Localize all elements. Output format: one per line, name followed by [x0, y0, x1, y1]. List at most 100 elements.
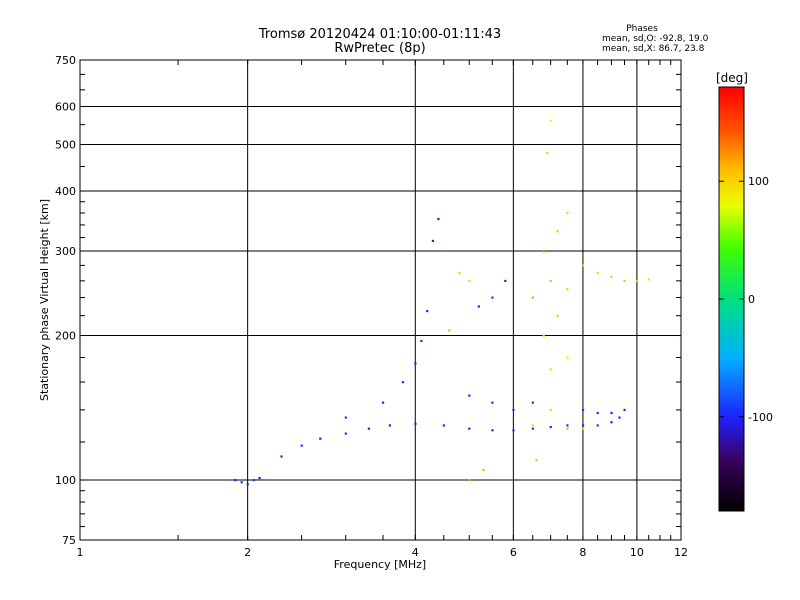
- x-tick-label: 6: [510, 546, 517, 559]
- data-point-o: [240, 481, 243, 484]
- data-point-x: [610, 275, 613, 279]
- data-point-o: [596, 411, 599, 415]
- data-point-x: [623, 279, 626, 283]
- data-point-o: [437, 217, 440, 221]
- data-point-o: [426, 309, 429, 313]
- colorbar-tick-label: 100: [748, 175, 769, 188]
- data-point-o: [531, 401, 534, 404]
- data-point-o: [319, 437, 322, 440]
- data-point-x: [566, 427, 569, 430]
- data-point-o: [258, 476, 261, 480]
- data-point-x: [531, 424, 534, 427]
- x-tick-label: 12: [674, 546, 688, 559]
- data-point-x: [535, 459, 538, 462]
- data-point-x: [556, 314, 559, 317]
- data-point-x: [482, 468, 485, 472]
- data-point-x: [549, 279, 552, 283]
- data-point-o: [468, 394, 471, 397]
- data-point-x: [556, 230, 559, 233]
- data-point-o: [431, 239, 434, 243]
- data-point-o: [300, 444, 303, 447]
- data-point-x: [581, 264, 585, 267]
- phases-o-stats: mean, sd,O: -92.8, 19.0: [602, 34, 709, 44]
- data-point-x: [531, 296, 534, 299]
- data-point-o: [623, 408, 626, 412]
- x-tick-label: 2: [244, 546, 251, 559]
- y-axis-label: Stationary phase Virtual Height [km]: [38, 199, 51, 401]
- data-point-o: [234, 479, 237, 482]
- data-point-o: [344, 432, 347, 435]
- data-point-o: [610, 411, 613, 415]
- data-point-x: [549, 408, 552, 412]
- data-point-o: [344, 416, 347, 419]
- data-point-o: [549, 425, 552, 429]
- y-tick-label: 300: [55, 245, 76, 258]
- data-point-o: [610, 421, 613, 424]
- title-line-1: Tromsø 20120424 01:10:00-01:11:43: [258, 27, 502, 42]
- colorbar-tick-label: 0: [748, 293, 755, 306]
- x-axis-label: Frequency [MHz]: [334, 558, 426, 571]
- data-point-o: [512, 429, 515, 432]
- data-point-o: [531, 427, 534, 430]
- data-point-o: [566, 424, 569, 427]
- data-point-o: [414, 362, 417, 365]
- y-tick-label: 100: [55, 474, 76, 487]
- data-point-x: [468, 279, 471, 283]
- colorbar: [deg] 100 0 -100: [716, 71, 773, 512]
- data-point-o: [491, 401, 494, 404]
- data-point-o: [468, 427, 471, 430]
- x-tick-label: 4: [412, 546, 419, 559]
- colorbar-ticks: 100 0 -100: [719, 175, 773, 424]
- colorbar-tick-label: -100: [748, 411, 773, 424]
- plot-frame: [79, 59, 682, 541]
- y-tick-label: 500: [55, 139, 76, 152]
- data-point-x: [458, 271, 461, 275]
- y-tick-label: 400: [55, 185, 76, 198]
- data-point-o: [414, 422, 417, 425]
- data-point-x: [566, 356, 569, 359]
- data-point-x: [596, 271, 599, 275]
- data-point-o: [246, 483, 249, 486]
- data-point-o: [581, 408, 585, 412]
- data-point-o: [618, 416, 621, 419]
- data-point-x: [635, 279, 639, 283]
- colorbar-unit-label: [deg]: [716, 71, 748, 85]
- data-point-x: [542, 334, 545, 337]
- y-tick-label: 75: [62, 534, 76, 547]
- data-point-o: [504, 279, 507, 283]
- title-line-2: RwPretec (8p): [334, 41, 426, 56]
- data-point-o: [252, 479, 255, 482]
- grid: [80, 60, 681, 540]
- y-tick-label: 200: [55, 330, 76, 343]
- x-tick-label: 1: [77, 546, 84, 559]
- data-point-o: [477, 305, 480, 308]
- data-point-x: [549, 119, 552, 123]
- data-point-x: [549, 368, 552, 371]
- data-point-o: [381, 401, 385, 404]
- data-point-x: [566, 288, 569, 291]
- data-point-o: [596, 424, 599, 427]
- data-point-o: [512, 408, 515, 412]
- phases-info: Phases mean, sd,O: -92.8, 19.0 mean, sd,…: [602, 24, 742, 54]
- data-point-x: [546, 152, 549, 155]
- x-tick-label: 8: [579, 546, 586, 559]
- phases-x-stats: mean, sd,X: 86.7, 23.8: [602, 44, 705, 54]
- data-point-o: [420, 339, 423, 343]
- data-point-x: [566, 212, 569, 215]
- data-point-o: [280, 455, 283, 458]
- data-point-o: [388, 424, 392, 427]
- data-point-o: [491, 296, 494, 299]
- data-point-x: [647, 278, 650, 281]
- y-tick-label: 600: [55, 101, 76, 114]
- data-point-x: [468, 479, 471, 482]
- data-point-o: [401, 381, 405, 384]
- data-point-o: [581, 424, 585, 427]
- data-point-o: [491, 429, 494, 432]
- x-tick-label: 10: [630, 546, 644, 559]
- chart-title: Tromsø 20120424 01:10:00-01:11:43 RwPret…: [180, 28, 580, 56]
- data-point-o: [442, 424, 445, 427]
- data-point-x: [581, 427, 585, 430]
- data-points: [234, 119, 650, 486]
